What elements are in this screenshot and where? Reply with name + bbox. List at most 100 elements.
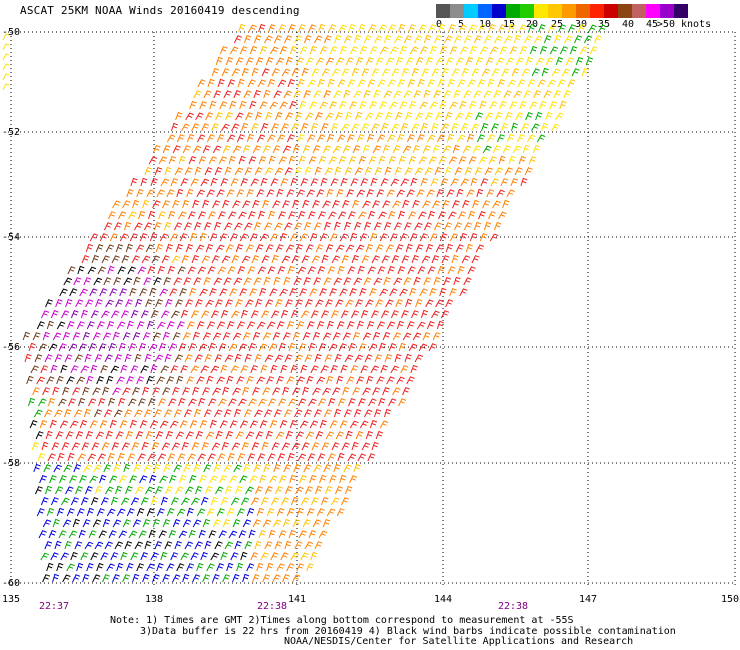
wind-barb [585,56,594,66]
wind-barb [177,266,186,275]
wind-barb [130,497,140,506]
wind-barb [117,266,126,275]
wind-barb [208,398,217,407]
wind-barb [93,277,103,286]
wind-barb [353,463,361,473]
wind-barb [338,211,347,220]
wind-barb [403,222,412,231]
wind-barb [469,100,477,110]
wind-barb [358,211,367,220]
wind-barb [478,210,486,220]
wind-barb [232,332,242,341]
wind-barb [91,442,100,451]
wind-barb [296,134,305,143]
wind-barb [213,463,221,473]
wind-barb [284,540,292,550]
wind-barb [435,57,445,66]
wind-barb [311,122,319,132]
wind-barb [318,398,327,407]
wind-barb [125,430,134,440]
wind-barb [468,156,477,165]
wind-barb [235,298,243,308]
wind-barb [392,387,401,396]
wind-barb [274,354,284,363]
wind-barb [426,189,435,198]
wind-barb [297,78,305,88]
wind-barb [102,574,110,583]
wind-barb [310,365,319,374]
wind-barb [167,265,175,275]
wind-barb [430,310,440,319]
wind-barb [280,497,290,506]
wind-barb [376,134,386,143]
wind-barb [442,145,452,154]
wind-barb [119,288,128,297]
wind-barb [73,277,82,286]
wind-barb [271,68,280,77]
wind-barb [95,298,103,308]
wind-barb [65,298,73,308]
colorbar-swatch [576,4,590,18]
wind-barb [313,222,322,231]
wind-barb [501,68,510,77]
wind-barb [338,397,346,407]
wind-barb [234,540,242,550]
note-line-3: NOAA/NESDIS/Center for Satellite Applica… [284,636,634,647]
wind-barb [76,508,85,517]
wind-barb [124,540,133,550]
wind-barb [413,276,421,286]
wind-barb [382,331,391,341]
wind-barb [429,233,438,242]
wind-barb [82,331,91,341]
wind-barb [493,89,501,99]
wind-barb [284,354,293,363]
wind-barb [112,573,120,583]
wind-barb [334,166,342,176]
wind-barb [297,266,307,275]
wind-barb [76,321,85,330]
wind-barb [388,24,397,33]
wind-barb [386,134,396,143]
wind-barb [295,431,305,440]
wind-barb [563,89,572,99]
wind-barb [229,420,238,429]
wind-barb [213,90,222,99]
wind-barb [309,420,319,429]
wind-barb [313,90,322,99]
wind-barb [190,365,200,374]
wind-barb [189,100,197,110]
wind-barb [89,420,98,429]
wind-barb [190,310,199,319]
wind-barb [231,254,240,264]
wind-barb [301,122,309,132]
wind-barb [162,144,171,154]
wind-barb [573,35,583,44]
wind-barb [494,167,504,176]
wind-barb [118,342,126,352]
wind-barb [238,23,246,33]
wind-barb [579,46,589,55]
wind-barb [384,166,392,176]
wind-barb [397,265,406,275]
wind-barb [198,155,207,165]
wind-barb [136,376,145,385]
wind-barb [303,409,313,418]
wind-barb [253,409,263,418]
wind-barb [461,67,469,77]
wind-barb [342,386,350,396]
wind-barb [383,90,393,99]
wind-barb [166,189,175,198]
wind-barb [60,552,69,561]
wind-barb [425,56,434,66]
wind-barb [99,474,107,484]
wind-barb [156,562,164,572]
wind-barb [264,541,273,550]
wind-barb [335,299,344,308]
wind-barb [142,199,150,209]
wind-barb [119,419,128,429]
wind-barb [447,266,456,275]
wind-barb [342,199,350,209]
wind-barb [368,343,378,352]
wind-barb [450,178,459,187]
wind-barb [65,431,74,440]
